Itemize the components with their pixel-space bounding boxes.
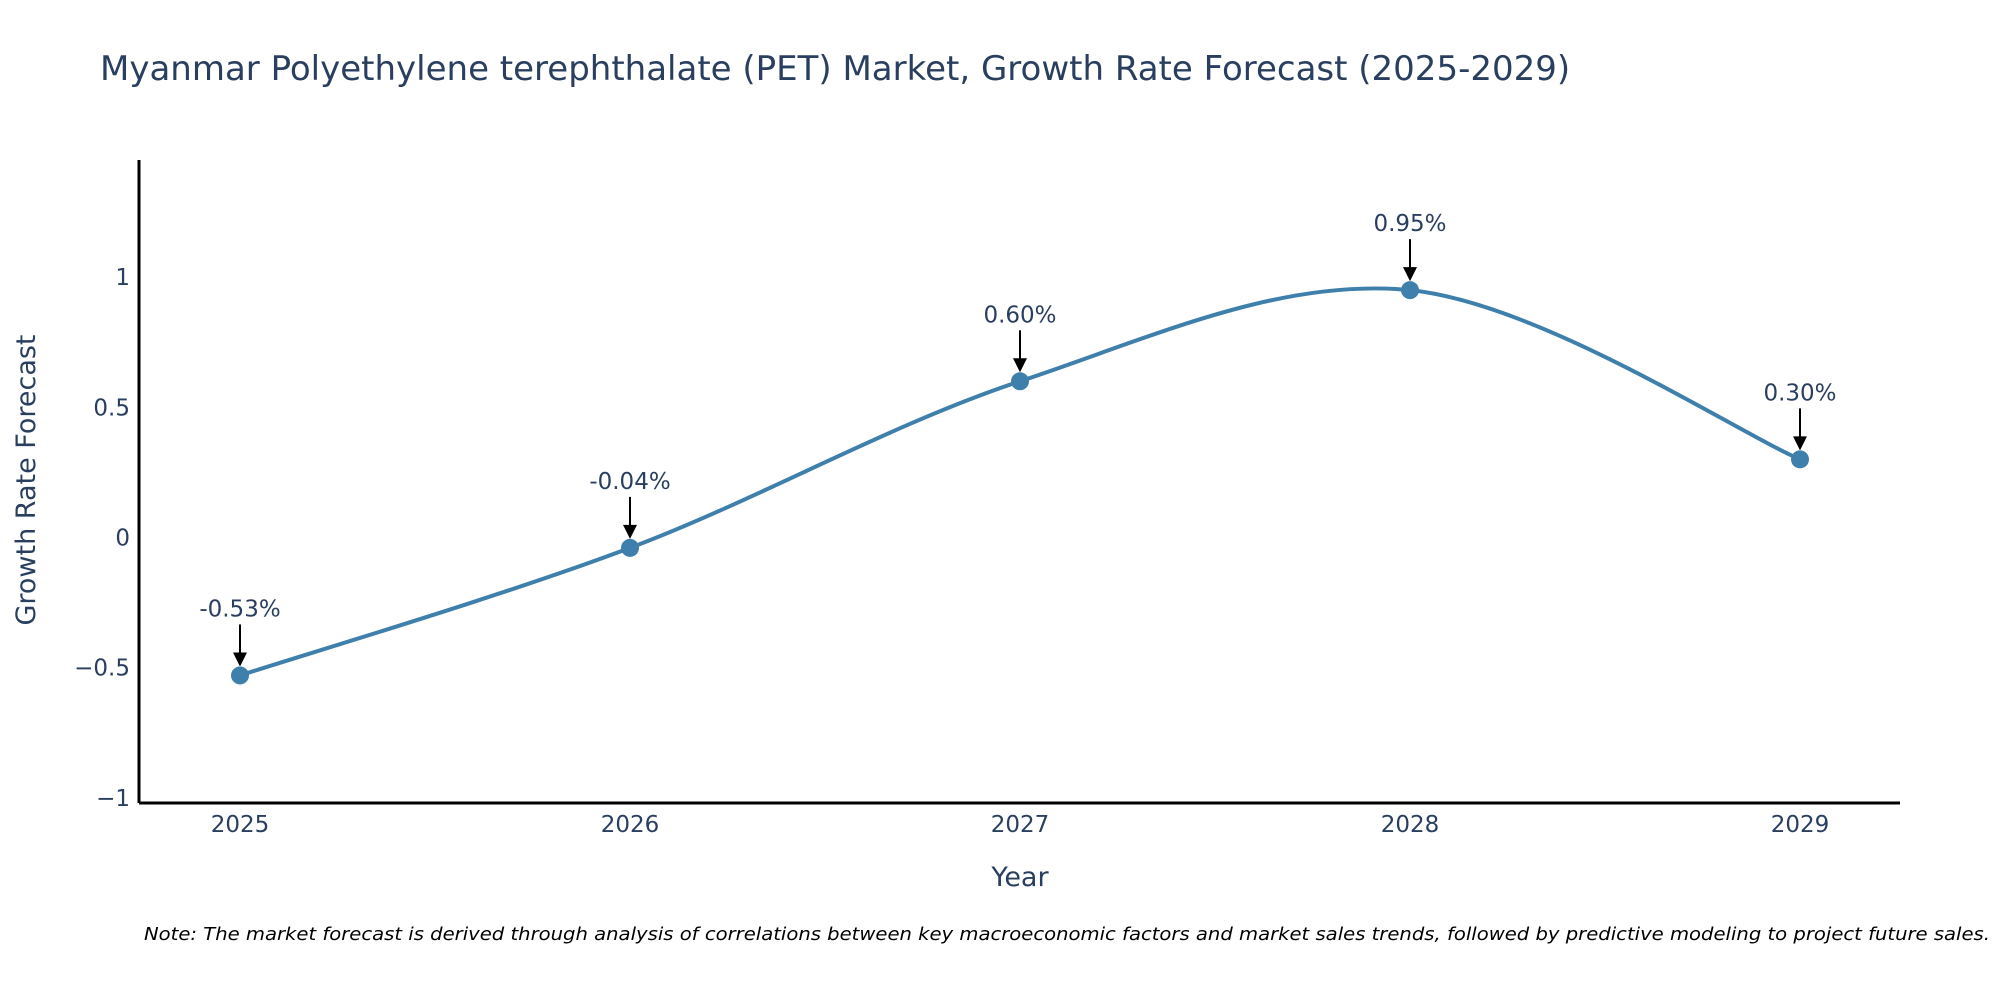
footnote: Note: The market forecast is derived thr… [144,924,1990,945]
x-axis-title: Year [990,862,1049,893]
data-label-2028: 0.95% [1373,211,1446,237]
data-point-2026 [621,538,639,557]
chart-title: Myanmar Polyethylene terephthalate (PET)… [100,49,1570,89]
x-tick-label: 2025 [211,812,270,838]
x-tick-label: 2027 [991,812,1050,838]
data-point-2028 [1401,281,1419,300]
y-tick-label: 0 [115,525,130,551]
y-axis-ticks: −1 −0.5 0 0.5 1 [74,265,130,812]
data-markers [231,281,1809,685]
y-axis-title: Growth Rate Forecast [11,334,42,625]
data-label-2027: 0.60% [983,302,1056,328]
data-point-2029 [1791,450,1809,469]
data-point-2027 [1011,372,1029,391]
y-tick-label: 0.5 [93,395,130,421]
annotation-arrow-head [1793,436,1807,451]
data-annotations: -0.53% -0.04% 0.60% 0.95% 0.30% [199,211,1837,667]
annotation-arrow-head [1013,358,1027,373]
data-label-2025: -0.53% [199,596,280,622]
data-label-2029: 0.30% [1763,380,1836,406]
x-tick-label: 2026 [601,812,660,838]
x-tick-label: 2029 [1771,812,1830,838]
y-tick-label: −1 [96,786,130,812]
y-tick-label: 1 [115,265,130,291]
annotation-arrow-head [233,652,247,667]
x-axis-ticks: 2025 2026 2027 2028 2029 [211,812,1830,838]
y-tick-label: −0.5 [74,656,130,682]
data-point-2025 [231,666,249,685]
annotation-arrow-head [1403,267,1417,282]
annotation-arrow-head [623,524,637,539]
data-label-2026: -0.04% [589,469,670,495]
x-tick-label: 2028 [1381,812,1440,838]
